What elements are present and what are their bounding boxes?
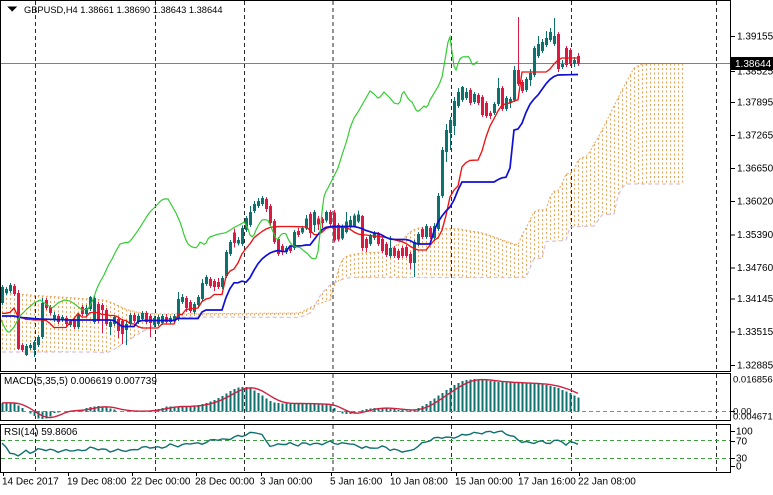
- svg-text:1.33515: 1.33515: [737, 327, 773, 338]
- svg-text:1.32885: 1.32885: [737, 361, 773, 372]
- svg-text:1.35390: 1.35390: [737, 230, 773, 241]
- svg-text:0.00: 0.00: [733, 407, 752, 418]
- svg-text:1.38525: 1.38525: [737, 67, 773, 78]
- svg-text:1.34760: 1.34760: [737, 263, 773, 274]
- svg-text:1.34145: 1.34145: [737, 294, 773, 305]
- svg-text:1.36650: 1.36650: [737, 164, 773, 175]
- svg-text:100: 100: [736, 427, 753, 438]
- svg-text:22 Dec 00:00: 22 Dec 00:00: [131, 477, 191, 488]
- svg-text:1.37265: 1.37265: [737, 131, 773, 142]
- svg-text:1.38644: 1.38644: [735, 59, 772, 70]
- svg-text:30: 30: [736, 454, 748, 465]
- svg-text:1.39155: 1.39155: [737, 32, 773, 43]
- svg-text:15 Jan 00:00: 15 Jan 00:00: [455, 477, 513, 488]
- svg-text:28 Dec 00:00: 28 Dec 00:00: [195, 477, 255, 488]
- svg-text:1.37895: 1.37895: [737, 98, 773, 109]
- svg-text:RSI(14) 59.8606: RSI(14) 59.8606: [4, 427, 78, 438]
- svg-text:10 Jan 08:00: 10 Jan 08:00: [390, 477, 448, 488]
- svg-text:70: 70: [736, 437, 748, 448]
- svg-text:5 Jan 16:00: 5 Jan 16:00: [330, 477, 383, 488]
- svg-text:22 Jan 08:00: 22 Jan 08:00: [578, 477, 636, 488]
- svg-text:3 Jan 00:00: 3 Jan 00:00: [260, 477, 313, 488]
- svg-text:0: 0: [736, 462, 742, 473]
- svg-text:GBPUSD,H4 1.38661 1.38690 1.3: GBPUSD,H4 1.38661 1.38690 1.38643 1.3864…: [24, 5, 223, 15]
- svg-text:0.0046717: 0.0046717: [733, 412, 773, 423]
- svg-text:1.36020: 1.36020: [737, 197, 773, 208]
- svg-text:17 Jan 16:00: 17 Jan 16:00: [518, 477, 576, 488]
- svg-text:14 Dec 2017: 14 Dec 2017: [2, 477, 59, 488]
- svg-text:19 Dec 08:00: 19 Dec 08:00: [67, 477, 127, 488]
- svg-text:0.016856: 0.016856: [733, 375, 773, 386]
- svg-text:MACD(5,35,5) 0.006619 0.007739: MACD(5,35,5) 0.006619 0.007739: [4, 376, 157, 387]
